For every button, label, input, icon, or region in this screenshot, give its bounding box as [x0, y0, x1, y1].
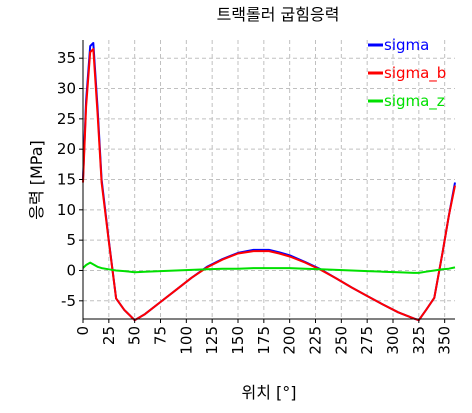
x-tick-label: 125 — [203, 326, 221, 355]
x-tick-label: 300 — [384, 326, 402, 355]
y-tick-label: 5 — [66, 231, 76, 249]
y-tick-label: 10 — [57, 201, 76, 219]
y-tick-label: 15 — [57, 171, 76, 189]
series-line-sigma-z — [82, 261, 456, 274]
y-axis-title: 응력 [MPa] — [27, 140, 46, 220]
y-tick-label: -5 — [61, 292, 76, 310]
y-tick-label: 0 — [66, 261, 76, 279]
x-tick-label: 275 — [358, 326, 376, 355]
legend-label: sigma_b — [384, 64, 446, 83]
x-tick-label: 150 — [229, 326, 247, 355]
x-tick-label: 175 — [255, 326, 273, 355]
x-tick-label: 250 — [332, 326, 350, 355]
x-tick-label: 100 — [177, 326, 195, 355]
x-tick-label: 25 — [100, 326, 118, 345]
y-tick-label: 30 — [57, 80, 76, 98]
series-line-sigma-b — [82, 48, 456, 322]
x-tick-label: 50 — [126, 326, 144, 345]
legend: sigma sigma_b sigma_z — [368, 36, 446, 111]
legend-label: sigma_z — [384, 92, 445, 111]
y-tick-label: 35 — [57, 49, 76, 67]
legend-label: sigma — [384, 36, 429, 54]
y-tick-label: 20 — [57, 140, 76, 158]
x-tick-label: 225 — [307, 326, 325, 355]
x-tick-label: 325 — [410, 326, 428, 355]
x-tick-label: 350 — [436, 326, 454, 355]
x-ticks: 0 25 50 75 100 125 150 175 200 225 250 275 300 325 350 — [74, 319, 454, 355]
x-axis-title: 위치 [°] — [241, 383, 296, 402]
chart-title: 트랙롤러 굽힘응력 — [217, 5, 340, 24]
x-tick-label: 200 — [281, 326, 299, 355]
series-line-sigma — [82, 42, 456, 322]
x-tick-label: 0 — [74, 326, 92, 336]
y-ticks: -5 0 5 10 15 20 25 30 35 — [57, 49, 83, 310]
y-tick-label: 25 — [57, 110, 76, 128]
x-tick-label: 75 — [152, 326, 170, 345]
series-lines — [82, 42, 456, 322]
